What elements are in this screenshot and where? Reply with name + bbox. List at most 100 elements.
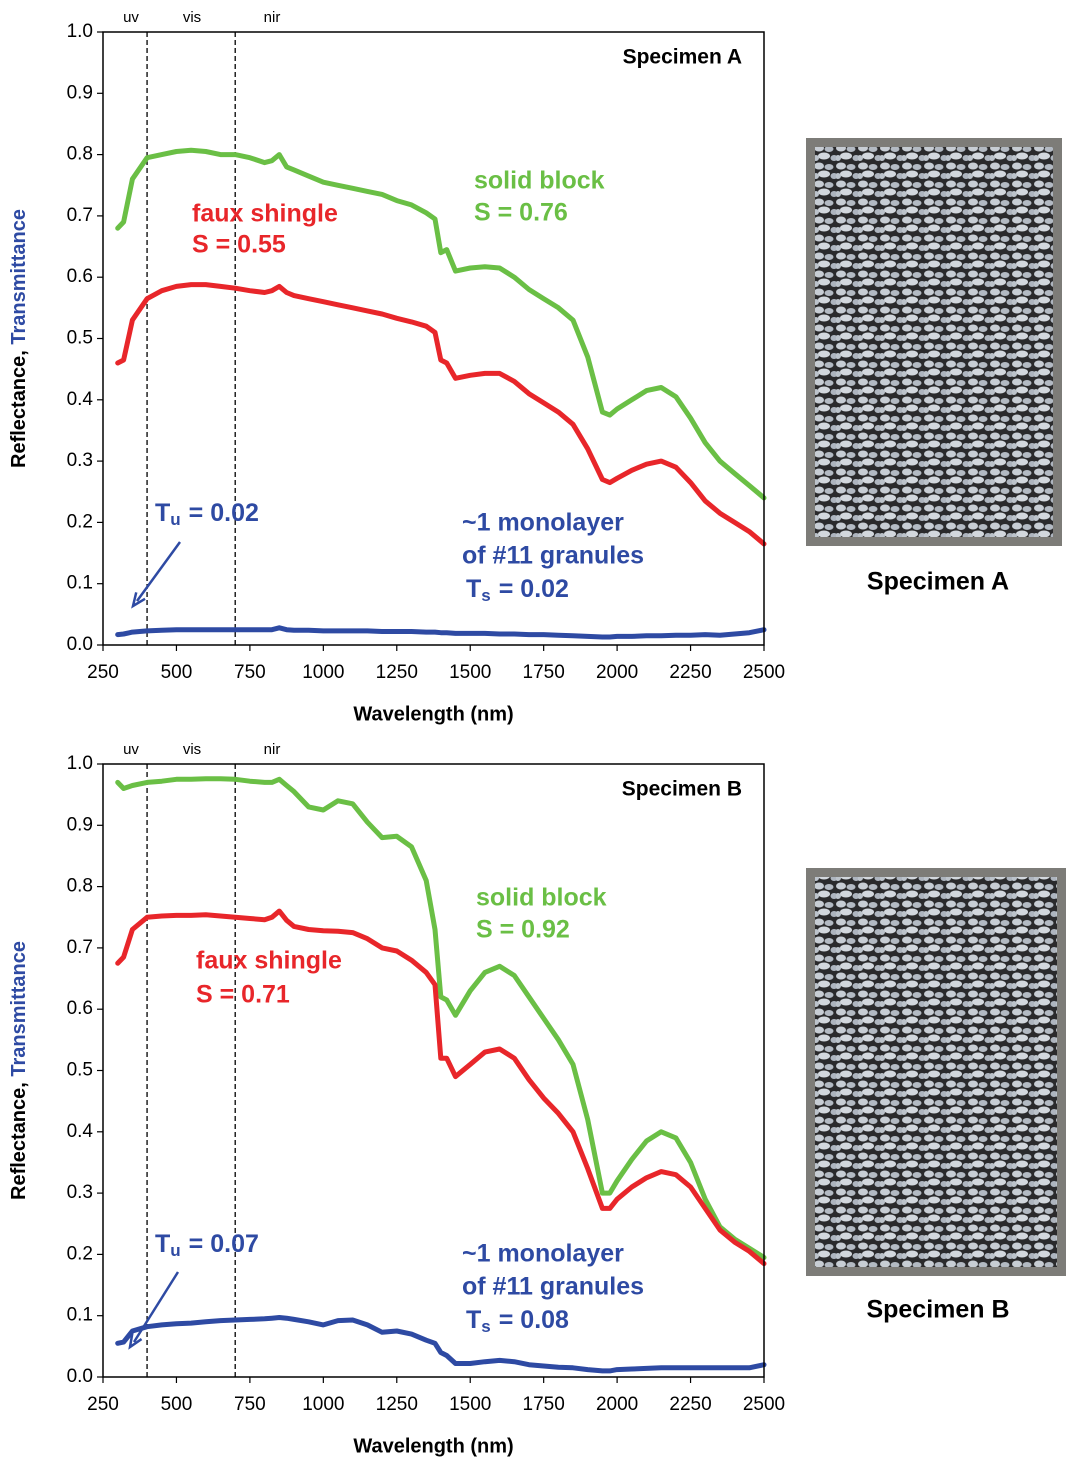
x-tick-label: 1750 — [523, 1394, 565, 1415]
annotation: faux shingle — [196, 947, 342, 975]
annotation-subscript: u — [170, 510, 180, 529]
annotation-subscript: s — [481, 586, 490, 605]
y-axis-title: Reflectance, Transmittance — [8, 941, 30, 1200]
y-tick-label: 0.3 — [67, 450, 93, 471]
x-tick-label: 750 — [234, 662, 266, 683]
annotation-text: = 0.02 — [189, 499, 259, 527]
series-line — [115, 1315, 767, 1374]
y-tick-label: 0.9 — [67, 814, 93, 835]
annotation: Ts = 0.08 — [466, 1306, 569, 1337]
annotation: S = 0.92 — [476, 916, 570, 944]
photo-b — [806, 868, 1066, 1276]
y-axis-title-part: Transmittance — [8, 941, 30, 1077]
x-tick-label: 2500 — [743, 1394, 785, 1415]
plot-frame — [102, 763, 765, 1378]
series-line — [115, 908, 767, 1267]
series-line — [115, 625, 767, 640]
x-tick-label: 250 — [87, 662, 119, 683]
annotation: S = 0.76 — [474, 199, 568, 227]
annotation: of #11 granules — [462, 542, 644, 570]
x-tick-label: 250 — [87, 1394, 119, 1415]
annotation: solid block — [474, 167, 605, 195]
y-tick-label: 0.4 — [67, 1121, 94, 1142]
y-tick-label: 0.9 — [67, 82, 93, 103]
annotation-text: = 0.07 — [189, 1230, 259, 1258]
x-axis-title: Wavelength (nm) — [353, 703, 513, 725]
arrow — [135, 541, 182, 602]
x-tick-label: 1250 — [376, 662, 418, 683]
x-tick-label: 750 — [234, 1394, 266, 1415]
region-label: vis — [183, 9, 201, 26]
x-tick-label: 1250 — [376, 1394, 418, 1415]
y-tick-label: 0.6 — [67, 998, 93, 1019]
annotation: faux shingle — [192, 200, 338, 228]
x-tick-label: 2250 — [669, 1394, 711, 1415]
arrow-head — [128, 1332, 143, 1350]
photo-caption: Specimen A — [867, 568, 1009, 596]
y-axis-title: Reflectance, Transmittance — [8, 209, 30, 468]
region-label: nir — [264, 9, 281, 26]
y-tick-label: 0.4 — [67, 389, 94, 410]
x-tick-label: 1000 — [302, 1394, 344, 1415]
y-tick-label: 0.5 — [67, 1060, 93, 1081]
y-axis-title-part: Reflectance, — [8, 1077, 30, 1200]
x-tick-label: 1500 — [449, 662, 491, 683]
annotation: S = 0.71 — [196, 981, 290, 1009]
arrow-head — [131, 592, 146, 609]
x-axis-title: Wavelength (nm) — [353, 1435, 513, 1457]
photo-caption: Specimen B — [866, 1296, 1009, 1324]
annotation-symbol: T — [466, 575, 481, 603]
y-tick-label: 0.8 — [67, 144, 93, 165]
y-axis-title-part: Reflectance, — [8, 345, 30, 468]
annotation: Ts = 0.02 — [466, 575, 569, 606]
y-tick-label: 0.2 — [67, 1243, 93, 1264]
annotation: S = 0.55 — [192, 231, 286, 259]
annotation: solid block — [476, 884, 607, 912]
y-tick-label: 0.1 — [67, 1305, 93, 1326]
y-tick-label: 0.5 — [67, 328, 93, 349]
annotation: Tu = 0.07 — [155, 1230, 259, 1261]
annotation-symbol: T — [155, 499, 170, 527]
annotation-subscript: s — [481, 1317, 490, 1336]
annotation-text: = 0.08 — [499, 1306, 569, 1334]
y-tick-label: 0.8 — [67, 876, 93, 897]
arrow — [132, 1271, 180, 1343]
annotation: ~1 monolayer — [462, 509, 624, 537]
annotation: Tu = 0.02 — [155, 499, 259, 530]
x-tick-label: 2000 — [596, 662, 638, 683]
x-tick-label: 1750 — [523, 662, 565, 683]
x-tick-label: 1500 — [449, 1394, 491, 1415]
annotation-text: = 0.02 — [499, 575, 569, 603]
series-line — [115, 147, 767, 501]
annotation-symbol: T — [466, 1306, 481, 1334]
y-axis-title-part: Transmittance — [8, 209, 30, 345]
y-tick-label: 0.0 — [67, 1366, 93, 1387]
region-label: uv — [123, 741, 139, 758]
region-label: nir — [264, 741, 281, 758]
y-tick-label: 1.0 — [67, 21, 93, 42]
annotation: of #11 granules — [462, 1273, 644, 1301]
y-tick-label: 0.7 — [67, 937, 93, 958]
y-tick-label: 0.7 — [67, 205, 93, 226]
specimen-label: Specimen A — [623, 46, 742, 69]
x-tick-label: 500 — [161, 662, 193, 683]
annotation-subscript: u — [170, 1241, 180, 1260]
annotation: ~1 monolayer — [462, 1240, 624, 1268]
x-tick-label: 500 — [161, 1394, 193, 1415]
series-line — [115, 282, 767, 547]
x-tick-label: 2250 — [669, 662, 711, 683]
x-tick-label: 2500 — [743, 662, 785, 683]
x-tick-label: 1000 — [302, 662, 344, 683]
photo-a — [806, 138, 1062, 546]
y-tick-label: 0.6 — [67, 266, 93, 287]
y-tick-label: 0.1 — [67, 573, 93, 594]
y-tick-label: 0.0 — [67, 634, 93, 655]
specimen-label: Specimen B — [622, 778, 742, 801]
region-label: vis — [183, 741, 201, 758]
annotation-symbol: T — [155, 1230, 170, 1258]
plot-frame — [102, 31, 765, 646]
y-tick-label: 0.3 — [67, 1182, 93, 1203]
region-label: uv — [123, 9, 139, 26]
x-tick-label: 2000 — [596, 1394, 638, 1415]
